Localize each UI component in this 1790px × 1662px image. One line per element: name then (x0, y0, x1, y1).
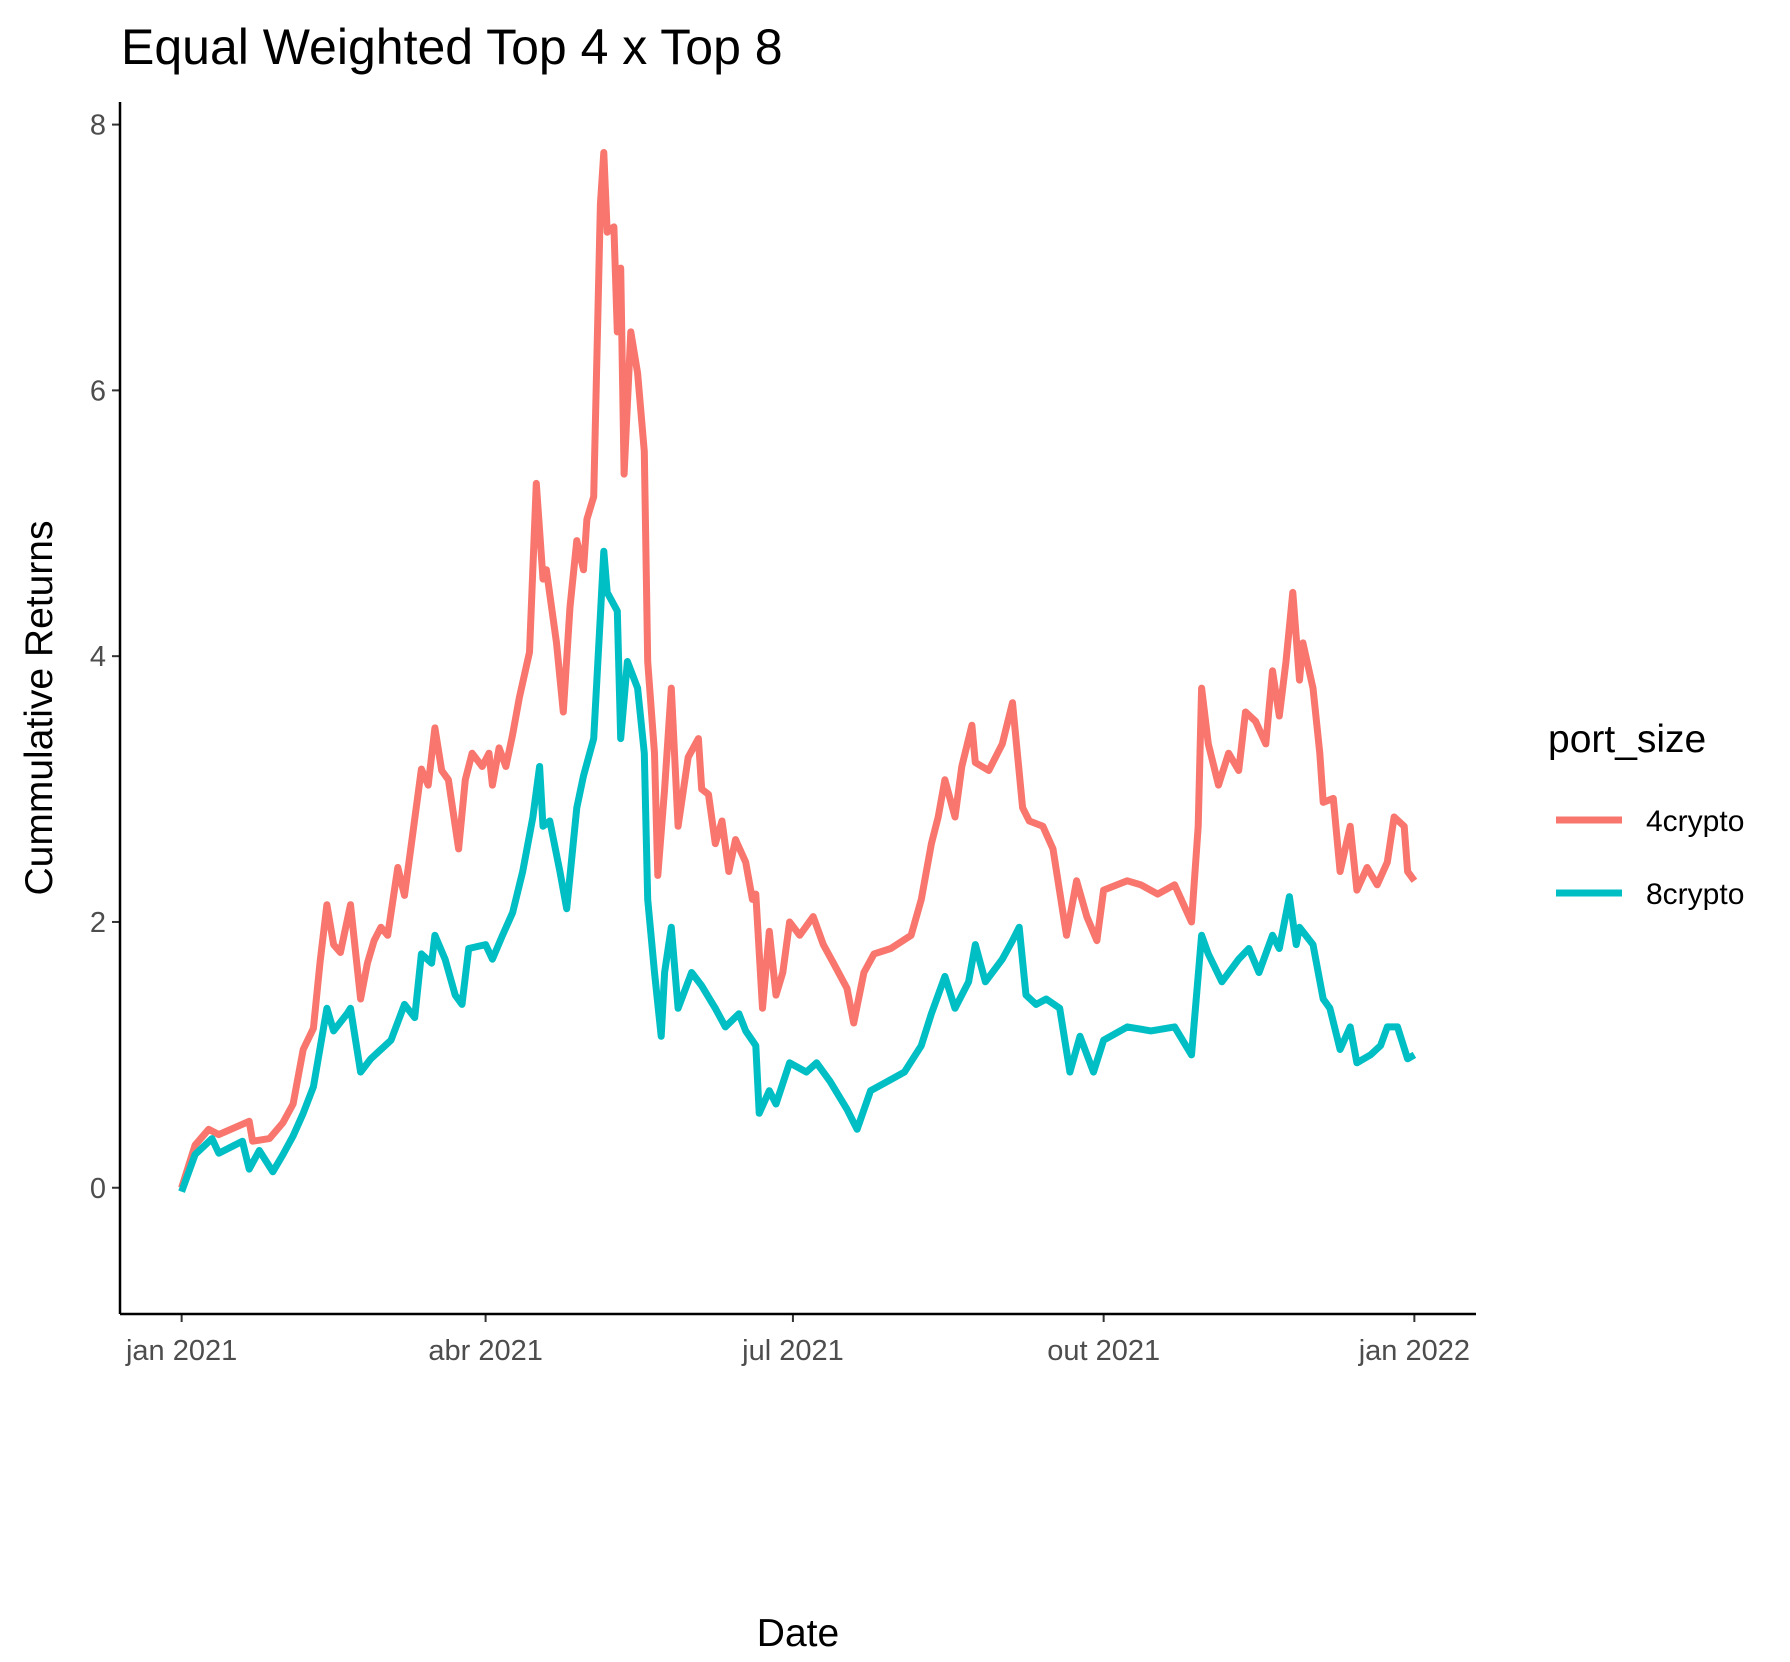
x-tick-label: jul 2021 (741, 1335, 844, 1367)
x-tick-label: jan 2021 (125, 1335, 237, 1367)
x-axis-title: Date (757, 1612, 839, 1655)
legend-label: 8crypto (1646, 878, 1744, 911)
y-tick-label: 2 (90, 907, 106, 939)
chart-title: Equal Weighted Top 4 x Top 8 (121, 19, 783, 75)
series-line (178, 149, 1418, 1189)
x-tick-label: jan 2022 (1358, 1335, 1470, 1367)
x-tick-label: out 2021 (1047, 1335, 1160, 1367)
legend-title: port_size (1548, 718, 1706, 761)
y-axis-title: Cummulative Returns (18, 521, 61, 896)
y-tick-label: 8 (90, 110, 106, 142)
legend-label: 4crypto (1646, 805, 1744, 838)
y-tick-label: 6 (90, 375, 106, 407)
x-tick-label: abr 2021 (428, 1335, 543, 1367)
series-line (178, 547, 1417, 1193)
y-tick-label: 0 (90, 1173, 106, 1205)
y-tick-label: 4 (90, 641, 106, 673)
